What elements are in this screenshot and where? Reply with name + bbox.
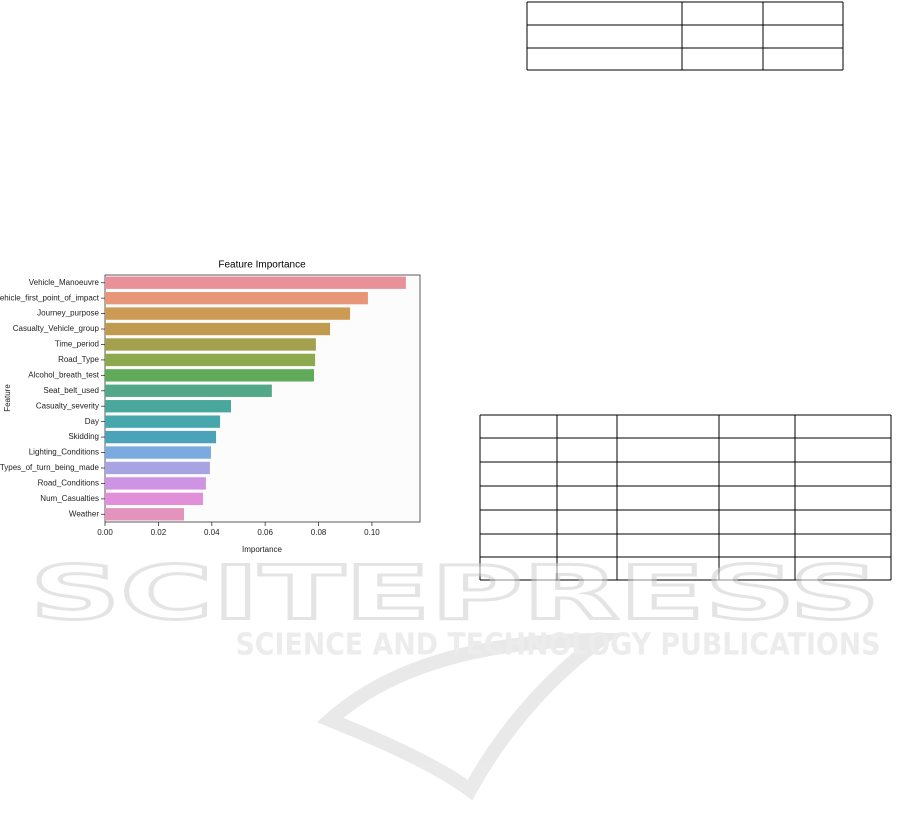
bar (105, 415, 221, 428)
y-tick-label: Skidding (68, 432, 99, 441)
bar (105, 461, 210, 475)
y-tick-label: Vehicle_Manoeuvre (29, 278, 100, 287)
table-bottom (479, 414, 892, 581)
y-tick-label: Types_of_turn_being_made (0, 463, 100, 472)
bar (105, 384, 272, 397)
bar (105, 446, 211, 459)
y-tick-label: Vehicle_first_point_of_impact (0, 293, 100, 302)
x-tick-label: 0.08 (311, 528, 327, 537)
x-tick-label: 0.00 (97, 528, 113, 537)
bar (105, 430, 217, 444)
y-tick-label: Casualty_severity (36, 401, 99, 410)
bar (105, 291, 368, 305)
chart-title: Feature Importance (218, 260, 306, 271)
y-tick-label: Road_Type (58, 355, 99, 364)
x-tick-label: 0.06 (257, 528, 273, 537)
watermark-swoosh (316, 632, 621, 801)
bar (105, 400, 231, 413)
x-tick-label: 0.10 (364, 528, 380, 537)
y-tick-label: Casualty_Vehicle_group (13, 324, 100, 333)
bar (105, 276, 406, 289)
y-tick-label: Road_Conditions (38, 479, 99, 488)
y-axis-label: Feature (3, 384, 12, 412)
bar (105, 353, 316, 367)
bar (105, 307, 351, 320)
bar (105, 338, 316, 351)
table-top (526, 1, 844, 71)
x-tick-label: 0.04 (204, 528, 220, 537)
watermark: SCITEPRESS SCIENCE AND TECHNOLOGY PUBLIC… (29, 549, 882, 801)
bar (105, 477, 206, 490)
chart: Feature Importance Importance Feature 0.… (0, 260, 421, 554)
x-tick-label: 0.02 (151, 528, 167, 537)
y-tick-label: Lighting_Conditions (29, 448, 99, 457)
bar (105, 322, 331, 336)
bar (105, 508, 185, 521)
y-tick-label: Seat_belt_used (43, 386, 99, 395)
watermark-title: SCITEPRESS (30, 551, 880, 637)
y-tick-label: Day (85, 417, 99, 426)
watermark-subtitle: SCIENCE AND TECHNOLOGY PUBLICATIONS (236, 628, 881, 663)
y-tick-label: Journey_purpose (37, 309, 99, 318)
y-tick-label: Weather (69, 509, 99, 518)
y-tick-label: Time_period (55, 340, 99, 349)
bar (105, 369, 315, 382)
bar (105, 492, 203, 506)
y-tick-label: Num_Casualties (40, 494, 99, 503)
x-axis-label: Importance (242, 545, 283, 554)
y-tick-label: Alcohol_breath_test (28, 370, 99, 379)
